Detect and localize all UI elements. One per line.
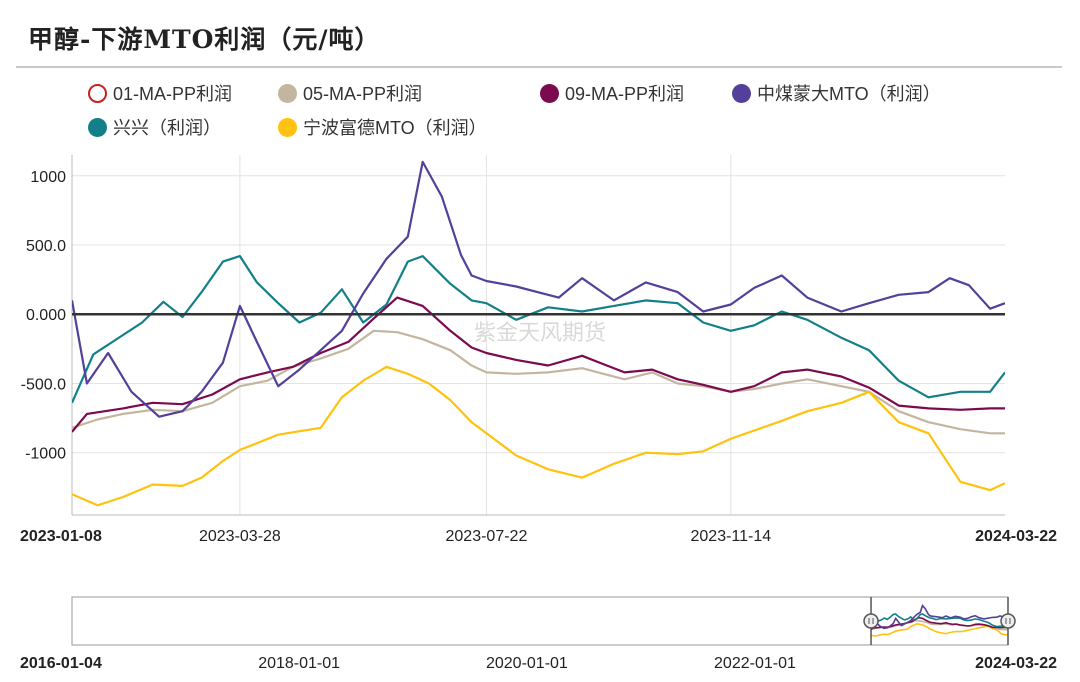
x-tick-label: 2024-03-22 — [975, 528, 1057, 545]
navigator-series-mto — [870, 622, 1008, 637]
navigator-series- — [870, 613, 1008, 628]
legend-marker-05-ma-pp — [278, 83, 297, 103]
y-tick-label: 0.000 — [26, 307, 66, 324]
navigator-tick-label: 2016-01-04 — [20, 655, 102, 672]
legend-label-01-ma-pp: 01-MA-PP利润 — [113, 84, 233, 104]
navigator-frame — [71, 596, 1009, 646]
series-line-mto[interactable] — [72, 160, 1005, 418]
y-tick-label: 500.0 — [26, 238, 66, 255]
legend-item-09-ma-pp[interactable]: 09-MA-PP利润 — [540, 80, 684, 106]
series-line-09-ma-pp[interactable] — [72, 296, 1005, 433]
legend-item-05-ma-pp[interactable]: 05-MA-PP利润 — [278, 80, 422, 106]
legend-item-ningbo-fude[interactable]: 宁波富德MTO（利润） — [278, 114, 487, 140]
legend-label-05-ma-pp: 05-MA-PP利润 — [303, 84, 423, 104]
legend-marker-09-ma-pp — [540, 83, 559, 103]
navigator-series-09-ma-pp — [870, 616, 1008, 631]
legend-item-zhongmei-mengda[interactable]: 中煤蒙大MTO（利润） — [732, 80, 941, 106]
legend-marker-01-ma-pp — [88, 83, 107, 103]
legend-marker-xingxing — [88, 117, 107, 137]
x-tick-label: 2023-01-08 — [20, 528, 102, 545]
x-tick-label: 2023-11-14 — [691, 528, 772, 545]
legend-label-xingxing: 兴兴（利润） — [113, 118, 221, 138]
series-line-05-ma-pp[interactable] — [72, 329, 1005, 435]
legend-label-09-ma-pp: 09-MA-PP利润 — [565, 84, 685, 104]
chart-title: 甲醇-下游MTO利润（元/吨） — [28, 25, 381, 54]
legend: 01-MA-PP利润 05-MA-PP利润 09-MA-PP利润 中煤蒙大MTO… — [88, 80, 1068, 142]
navigator-series-05-ma-pp — [870, 619, 1008, 631]
title-divider — [16, 66, 1062, 68]
series-group — [72, 160, 1005, 507]
y-tick-label: 1000 — [30, 169, 66, 186]
navigator-tick-label: 2020-01-01 — [486, 655, 568, 672]
legend-item-01-ma-pp[interactable]: 01-MA-PP利润 — [88, 80, 232, 106]
y-tick-label: -500.0 — [21, 376, 66, 393]
navigator-tick-label: 2024-03-22 — [975, 655, 1057, 672]
navigator-series-mto — [870, 604, 1008, 630]
legend-marker-zhongmei-mengda — [732, 83, 751, 103]
navigator-right-handle[interactable] — [1000, 613, 1016, 629]
x-tick-label: 2023-07-22 — [446, 528, 528, 545]
legend-marker-ningbo-fude — [278, 117, 297, 137]
navigator-left-handle[interactable] — [863, 613, 879, 629]
series-line-mto[interactable] — [72, 365, 1005, 507]
series-line-[interactable] — [72, 255, 1005, 404]
legend-label-ningbo-fude: 宁波富德MTO（利润） — [303, 118, 487, 138]
legend-label-zhongmei-mengda: 中煤蒙大MTO（利润） — [757, 84, 941, 104]
legend-item-xingxing[interactable]: 兴兴（利润） — [88, 114, 221, 140]
navigator-tick-label: 2018-01-01 — [258, 655, 340, 672]
x-tick-label: 2023-03-28 — [199, 528, 281, 545]
watermark-text: 紫金天风期货 — [474, 321, 606, 346]
y-tick-label: -1000 — [25, 446, 66, 463]
main-plot[interactable]: 紫金天风期货 1000 500.0 0.000 -500.0 -1000 2023-01-0… — [0, 0, 1080, 560]
navigator-tick-label: 2022-01-01 — [714, 655, 796, 672]
